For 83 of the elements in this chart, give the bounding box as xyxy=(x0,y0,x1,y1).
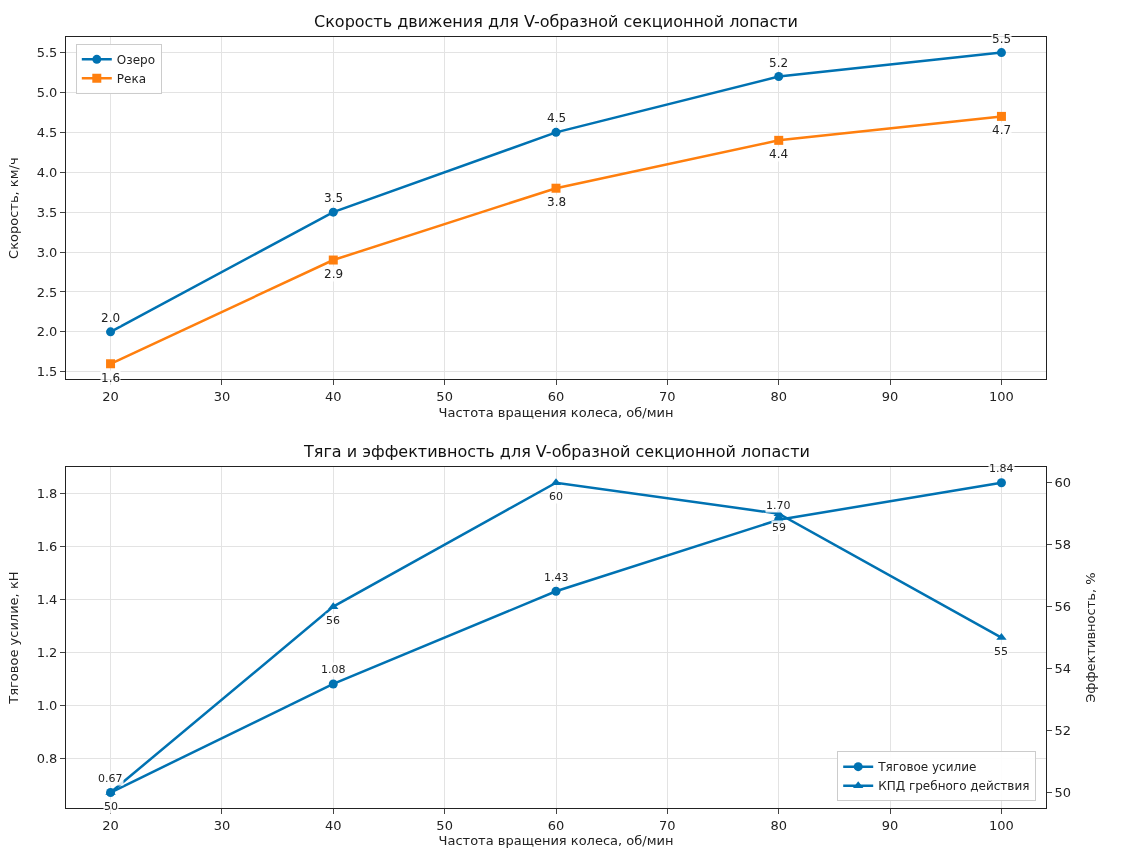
chart-title: Скорость движения для V-образной секционной лопасти xyxy=(314,12,798,31)
x-tick-label: 70 xyxy=(659,388,676,404)
data-label: 1.84 xyxy=(989,462,1014,475)
y2-tick-label: 56 xyxy=(1054,599,1072,615)
data-label: 59 xyxy=(772,521,786,534)
data-label: 5.2 xyxy=(769,56,789,70)
data-label: 56 xyxy=(326,614,340,627)
x-tick-label: 80 xyxy=(770,817,787,833)
x-tick-label: 50 xyxy=(436,817,453,833)
point xyxy=(996,111,1006,121)
point xyxy=(106,327,116,337)
point xyxy=(551,183,561,193)
legend-label: Река xyxy=(116,72,147,87)
y-tick-label: 5.0 xyxy=(36,85,58,101)
y-tick-label: 4.0 xyxy=(36,164,58,180)
x-tick-label: 20 xyxy=(102,817,119,833)
x-tick-label: 90 xyxy=(881,817,899,833)
point xyxy=(328,255,338,265)
y2-tick-label: 50 xyxy=(1054,785,1072,801)
x-tick-label: 40 xyxy=(325,817,342,833)
y-tick-label: 1.8 xyxy=(36,485,58,501)
y-tick-label: 4.5 xyxy=(36,124,58,140)
x-tick-label: 80 xyxy=(770,388,787,404)
chart-title: Тяга и эффективность для V-образной секционной лопасти xyxy=(303,442,810,461)
y-tick-label: 2.5 xyxy=(36,284,58,300)
y-tick-label: 1.6 xyxy=(36,538,58,554)
x-tick-label: 100 xyxy=(989,388,1014,404)
point xyxy=(551,586,561,596)
x-tick-label: 20 xyxy=(102,388,119,404)
x-tick-label: 30 xyxy=(213,817,231,833)
point xyxy=(774,135,784,145)
y2-tick-label: 58 xyxy=(1054,537,1072,553)
data-label: 4.7 xyxy=(992,123,1012,137)
y-tick-label: 3.0 xyxy=(36,244,58,260)
data-label: 5.5 xyxy=(992,32,1012,46)
legend-label: Озеро xyxy=(116,53,155,68)
data-label: 1.6 xyxy=(101,371,121,385)
y2-tick-label: 52 xyxy=(1054,723,1072,739)
x-tick-label: 40 xyxy=(325,388,342,404)
x-tick-label: 50 xyxy=(436,388,453,404)
y-tick-label: 5.5 xyxy=(36,45,58,61)
x-tick-label: 90 xyxy=(881,388,899,404)
y-axis-title: Скорость, км/ч xyxy=(5,157,21,259)
data-label: 1.43 xyxy=(544,571,569,584)
data-label: 3.5 xyxy=(324,191,344,205)
legend-label: Тяговое усилие xyxy=(877,760,977,775)
legend-label: КПД гребного действия xyxy=(878,779,1030,794)
data-label: 4.4 xyxy=(769,147,789,161)
point xyxy=(996,48,1006,58)
point xyxy=(328,679,338,689)
y2-tick-label: 54 xyxy=(1054,661,1072,677)
x-tick-label: 60 xyxy=(547,817,565,833)
data-label: 55 xyxy=(994,645,1008,658)
x-tick-label: 30 xyxy=(213,388,231,404)
y2-tick-label: 60 xyxy=(1054,475,1072,491)
data-label: 4.5 xyxy=(547,111,567,125)
x-tick-label: 70 xyxy=(659,817,676,833)
y-tick-label: 1.5 xyxy=(36,364,58,380)
data-label: 2.9 xyxy=(324,267,344,281)
x-tick-label: 100 xyxy=(989,817,1014,833)
point xyxy=(996,478,1006,488)
y2-axis-title: Эффективность, % xyxy=(1082,572,1098,703)
point xyxy=(328,207,338,217)
y-tick-label: 0.8 xyxy=(36,750,58,766)
data-label: 50 xyxy=(104,800,118,813)
y-tick-label: 1.2 xyxy=(36,644,58,660)
y-tick-label: 1.0 xyxy=(36,697,58,713)
y-tick-label: 2.0 xyxy=(36,324,58,340)
y-tick-label: 3.5 xyxy=(36,204,58,220)
y-tick-label: 1.4 xyxy=(36,591,58,607)
point xyxy=(774,72,784,81)
y-axis-title: Тяговое усилие, кН xyxy=(5,571,21,705)
data-label: 60 xyxy=(549,490,563,503)
data-label: 1.08 xyxy=(321,663,346,676)
point xyxy=(551,127,561,137)
x-axis-title: Частота вращения колеса, об/мин xyxy=(438,833,674,849)
data-label: 1.70 xyxy=(766,499,791,512)
data-label: 3.8 xyxy=(547,195,567,209)
x-tick-label: 60 xyxy=(547,388,565,404)
point xyxy=(106,359,116,369)
data-label: 0.67 xyxy=(98,772,123,785)
data-label: 2.0 xyxy=(101,311,121,325)
x-axis-title: Частота вращения колеса, об/мин xyxy=(438,404,674,420)
